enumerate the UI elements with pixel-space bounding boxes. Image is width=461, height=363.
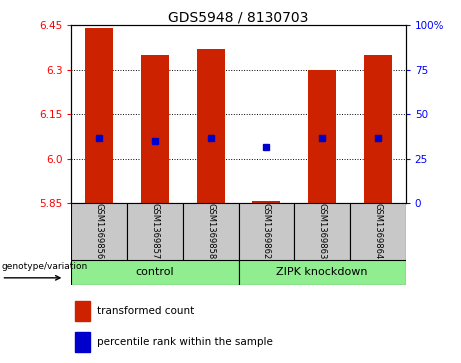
Text: GSM1369856: GSM1369856 (95, 203, 104, 260)
Text: GSM1369858: GSM1369858 (206, 203, 215, 260)
Text: GSM1369857: GSM1369857 (150, 203, 160, 260)
Bar (183, 203, 238, 260)
Bar (141, 55, 169, 203)
Text: percentile rank within the sample: percentile rank within the sample (96, 337, 272, 347)
Bar (308, 70, 336, 203)
Text: transformed count: transformed count (96, 306, 194, 316)
Bar (294, 203, 350, 260)
Bar (85, 28, 113, 203)
Text: control: control (136, 267, 174, 277)
Bar (364, 55, 392, 203)
Text: genotype/variation: genotype/variation (1, 262, 88, 271)
Text: ZIPK knockdown: ZIPK knockdown (277, 267, 368, 277)
Bar (253, 201, 280, 203)
Bar (197, 49, 225, 203)
Text: GSM1369863: GSM1369863 (318, 203, 327, 260)
Bar (71, 203, 127, 260)
Title: GDS5948 / 8130703: GDS5948 / 8130703 (168, 10, 309, 24)
Bar (71, 260, 239, 285)
Text: GSM1369864: GSM1369864 (373, 203, 382, 260)
Bar (238, 203, 294, 260)
Bar (350, 203, 406, 260)
Bar (75, 332, 90, 352)
Bar (75, 301, 90, 322)
Bar (238, 260, 406, 285)
Text: GSM1369862: GSM1369862 (262, 203, 271, 260)
Bar (127, 203, 183, 260)
